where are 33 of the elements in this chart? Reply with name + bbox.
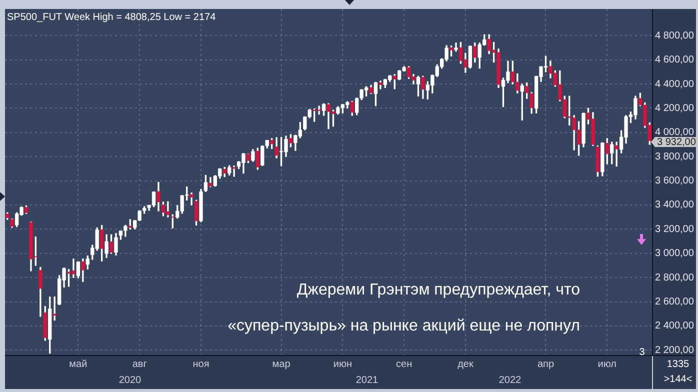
- x-tick-label: сен: [396, 358, 412, 370]
- x-tick-label: июл: [598, 358, 617, 370]
- annotation: 3: [639, 346, 646, 358]
- y-tick-label: 3 800,00: [655, 151, 694, 162]
- x-tick-label: май: [69, 358, 88, 370]
- x-tick-label: ноя: [192, 358, 210, 370]
- text: 2020: [118, 374, 142, 386]
- x-tick-label: дек: [458, 358, 474, 370]
- y-tick-label: 4 600,00: [655, 54, 694, 66]
- x-tick-label: июн: [333, 358, 352, 370]
- y-tick-label: 2 400,00: [655, 320, 694, 332]
- x-tick-label: апр: [537, 358, 554, 370]
- text: 2021: [356, 374, 379, 386]
- chart-title: SP500_FUT Week High = 4808,25 Low = 2174: [7, 12, 216, 23]
- y-tick-label: 3 600,00: [655, 176, 694, 187]
- y-tick-label: 3 400,00: [655, 200, 694, 211]
- text: 1335: [666, 358, 690, 370]
- annotation: Джереми Грэнтэм предупреждает, что: [296, 281, 580, 298]
- y-tick-label: 3 200,00: [655, 224, 694, 235]
- y-tick-label: 4 800,00: [655, 30, 694, 42]
- annotation: «супер-пузырь» на рынке акций еще не лопнул: [228, 317, 580, 334]
- text: >144<: [664, 374, 692, 385]
- x-tick-label: мар: [272, 358, 291, 370]
- y-tick-label: 4 000,00: [655, 127, 694, 138]
- text: 2022: [498, 374, 522, 386]
- text: 3 932,00: [657, 136, 696, 148]
- y-tick-label: 4 400,00: [655, 78, 694, 90]
- y-tick-label: 3 000,00: [655, 248, 694, 260]
- x-tick-label: авг: [132, 358, 148, 370]
- y-tick-label: 4 200,00: [655, 102, 694, 114]
- y-tick-label: 2 800,00: [655, 272, 694, 284]
- y-tick-label: 2 600,00: [655, 296, 694, 308]
- y-tick-label: 2 200,00: [655, 344, 694, 356]
